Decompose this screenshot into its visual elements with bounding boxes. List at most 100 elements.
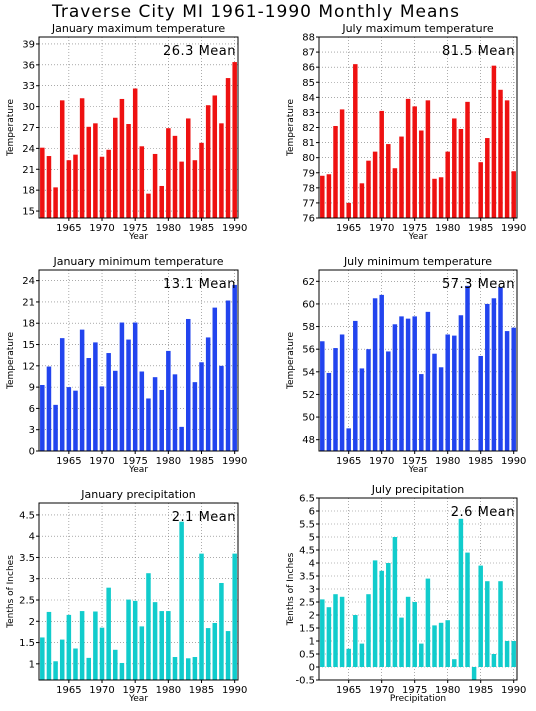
- bar-1984: [192, 160, 198, 218]
- bar-1985: [478, 355, 483, 451]
- bar-1969: [93, 342, 98, 451]
- bar-1971: [386, 144, 391, 218]
- bar-1974: [405, 318, 411, 451]
- bar-1971: [106, 587, 111, 680]
- x-tick-label: 1965: [336, 456, 361, 467]
- bar-1989: [225, 78, 231, 218]
- bar-1963: [53, 404, 58, 451]
- bar-1973: [119, 322, 125, 451]
- x-tick-label: 1965: [56, 456, 81, 467]
- bar-1985: [199, 362, 204, 451]
- bar-1987: [491, 298, 497, 451]
- bar-1978: [432, 625, 437, 667]
- bar-1977: [146, 573, 151, 680]
- y-tick-label: 80: [302, 153, 315, 164]
- chart-title: January maximum temperature: [51, 22, 225, 35]
- bar-1986: [205, 628, 211, 680]
- bar-1966: [73, 154, 78, 218]
- bar-1975: [132, 600, 138, 680]
- x-tick-label: 1975: [122, 685, 147, 696]
- y-tick-label: 6.5: [299, 494, 315, 505]
- bar-1962: [46, 366, 52, 451]
- bar-1989: [225, 300, 231, 451]
- bar-1978: [152, 377, 158, 451]
- bar-1990: [232, 284, 237, 451]
- bar-1974: [126, 339, 131, 451]
- y-tick-label: -0.5: [295, 676, 315, 687]
- x-axis-label: Year: [128, 465, 148, 475]
- y-tick-label: 48: [302, 435, 315, 446]
- y-tick-label: 88: [302, 33, 315, 44]
- y-axis-label: Temperature: [6, 99, 16, 157]
- y-axis-label: Temperature: [286, 99, 296, 157]
- x-tick-label: 1975: [402, 456, 427, 467]
- bar-1969: [372, 560, 378, 667]
- bar-1964: [59, 639, 65, 680]
- bar-1968: [86, 358, 92, 451]
- y-tick-label: 86: [302, 63, 315, 74]
- bar-1969: [93, 611, 98, 680]
- bar-1967: [359, 643, 365, 667]
- bar-1979: [159, 389, 164, 451]
- y-tick-label: 4.5: [299, 546, 315, 557]
- x-tick-label: 1965: [336, 685, 361, 696]
- bar-1968: [86, 657, 92, 680]
- bar-1961: [40, 384, 45, 451]
- mean-label: 13.1 Mean: [163, 277, 236, 292]
- y-tick-label: 56: [302, 345, 315, 356]
- bar-1966: [353, 320, 358, 451]
- bar-1975: [412, 106, 417, 218]
- bar-1984: [192, 382, 198, 451]
- y-tick-label: 12: [22, 361, 35, 372]
- y-tick-label: 79: [302, 168, 315, 179]
- y-tick-label: 27: [22, 123, 35, 134]
- x-tick-label: 1970: [369, 223, 394, 234]
- bar-1971: [106, 149, 111, 218]
- x-tick-label: 1975: [402, 685, 427, 696]
- mean-label: 81.5 Mean: [442, 44, 515, 59]
- y-tick-label: 3: [29, 574, 35, 585]
- bar-1971: [386, 351, 391, 451]
- bar-1961: [320, 599, 325, 667]
- y-tick-label: 1: [309, 637, 315, 648]
- chart-title: July maximum temperature: [341, 22, 494, 35]
- bar-1964: [339, 596, 345, 667]
- y-tick-label: 5.5: [299, 520, 315, 531]
- bar-1961: [40, 147, 45, 218]
- y-tick-label: 1.5: [299, 624, 315, 635]
- bar-1979: [438, 367, 444, 451]
- bar-1962: [46, 611, 52, 680]
- x-tick-label: 1970: [89, 456, 114, 467]
- bar-1990: [232, 62, 237, 218]
- y-tick-label: 85: [302, 78, 315, 89]
- bar-1969: [372, 298, 378, 451]
- bar-1966: [353, 64, 358, 219]
- y-tick-label: 58: [302, 322, 315, 333]
- bar-1986: [485, 581, 490, 667]
- bar-1982: [458, 315, 464, 451]
- bar-1971: [106, 353, 111, 451]
- bar-1983: [465, 285, 470, 451]
- chart-title: July minimum temperature: [343, 255, 492, 268]
- y-tick-label: 1: [29, 659, 35, 670]
- plot-frame: [38, 269, 239, 452]
- bar-1970: [379, 570, 384, 667]
- y-axis-label: Temperature: [6, 332, 16, 390]
- y-tick-label: 82: [302, 123, 315, 134]
- page-title: Traverse City MI 1961-1990 Monthly Means: [52, 2, 461, 22]
- bar-1986: [205, 105, 211, 218]
- bar-1975: [132, 322, 138, 451]
- y-tick-label: 3.5: [19, 553, 35, 564]
- y-tick-label: 4: [29, 532, 35, 543]
- bar-1969: [93, 123, 98, 218]
- bar-1989: [504, 641, 510, 667]
- y-tick-label: 39: [22, 39, 35, 50]
- bar-1989: [225, 631, 231, 680]
- bar-1975: [132, 88, 138, 218]
- x-tick-label: 1965: [56, 223, 81, 234]
- bar-1989: [504, 100, 510, 218]
- x-tick-label: 1985: [468, 685, 493, 696]
- x-tick-label: 1985: [468, 456, 493, 467]
- bar-1962: [46, 156, 52, 218]
- bar-1976: [419, 643, 424, 667]
